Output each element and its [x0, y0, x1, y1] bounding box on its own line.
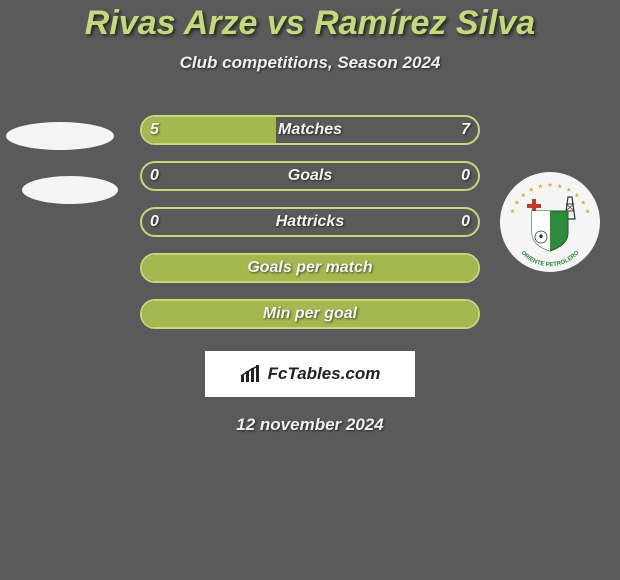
stat-bar: Goals per match	[140, 253, 480, 283]
stat-label: Goals	[142, 163, 478, 189]
stat-label: Matches	[142, 117, 478, 143]
page-title: Rivas Arze vs Ramírez Silva	[0, 4, 620, 43]
stat-value-left: 0	[150, 207, 159, 237]
bar-chart-icon	[240, 365, 262, 383]
stat-bar: Hattricks	[140, 207, 480, 237]
generation-date: 12 november 2024	[0, 415, 620, 435]
stat-value-left: 5	[150, 115, 159, 145]
stat-bar: Min per goal	[140, 299, 480, 329]
stat-value-left: 0	[150, 161, 159, 191]
logo-text: FcTables.com	[268, 364, 381, 384]
stat-label: Hattricks	[142, 209, 478, 235]
stat-row: Min per goal	[0, 293, 620, 339]
club-badge: ORIENTE PETROLERO	[500, 172, 600, 272]
stat-value-right: 0	[461, 207, 470, 237]
stat-bar: Goals	[140, 161, 480, 191]
stat-bar: Matches	[140, 115, 480, 145]
player-photo-ellipse	[22, 176, 118, 204]
stat-label: Min per goal	[142, 301, 478, 327]
svg-text:ORIENTE PETROLERO: ORIENTE PETROLERO	[519, 250, 580, 267]
stat-value-right: 0	[461, 161, 470, 191]
fctables-logo[interactable]: FcTables.com	[205, 351, 415, 397]
stat-label: Goals per match	[142, 255, 478, 281]
player-photo-ellipse	[6, 122, 114, 150]
page-subtitle: Club competitions, Season 2024	[0, 53, 620, 73]
stat-value-right: 7	[461, 115, 470, 145]
club-badge-svg: ORIENTE PETROLERO	[505, 177, 595, 267]
